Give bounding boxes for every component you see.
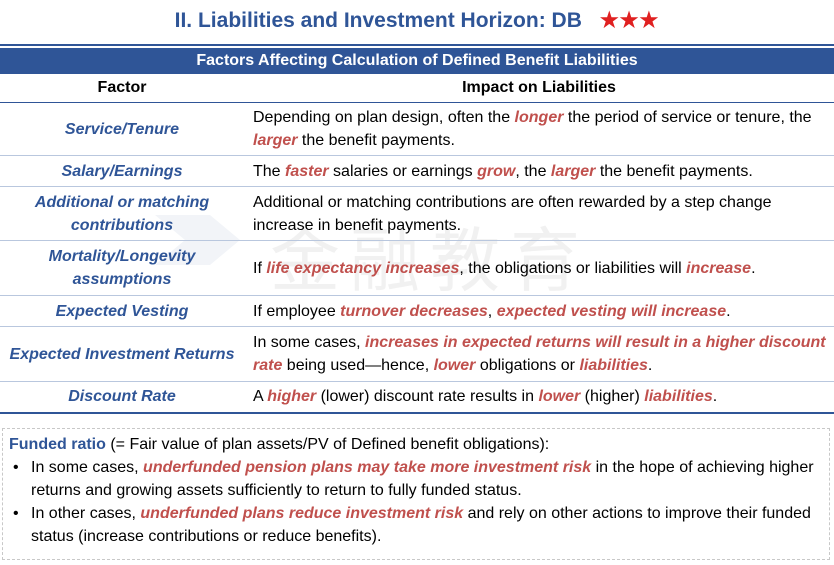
table-row: Service/Tenure Depending on plan design,… (0, 102, 834, 156)
rating-stars: ★★★ (599, 9, 660, 32)
emphasis: increases in expected returns will resul… (253, 334, 826, 374)
impact-text: . (726, 302, 731, 320)
bullet-text: and rely on other actions to improve the… (31, 505, 811, 545)
emphasis: liabilities (579, 357, 648, 374)
column-header-factor: Factor (0, 74, 244, 103)
emphasis: faster (285, 162, 329, 180)
emphasis: longer (514, 109, 564, 126)
impact-additional-contributions: Additional or matching contributions are… (244, 186, 834, 241)
factor-additional-contributions: Additional or matching contributions (0, 186, 244, 241)
title-text: II. Liabilities and Investment Horizon: … (174, 9, 582, 32)
factor-service-tenure: Service/Tenure (0, 102, 244, 156)
factor-salary-earnings: Salary/Earnings (0, 155, 244, 187)
impact-text: If (253, 259, 267, 277)
table-row: Mortality/Longevity assumptions If life … (0, 240, 834, 296)
emphasis: expected vesting will increase (496, 302, 727, 320)
impact-text: , the (515, 162, 551, 180)
emphasis: increase (686, 259, 752, 277)
bullet-text: in the hope of achieving higher returns … (31, 459, 814, 499)
impact-text: If employee (253, 302, 341, 320)
impact-text: , the obligations or liabilities will (459, 259, 687, 277)
impact-text: The (253, 162, 286, 180)
bullet-text: In some cases, (31, 459, 144, 476)
list-item: In other cases, underfunded plans reduce… (9, 502, 823, 548)
emphasis: life expectancy increases (266, 259, 460, 277)
impact-text: the benefit payments. (297, 132, 455, 149)
impact-text: obligations or (475, 357, 580, 374)
emphasis: underfunded pension plans may take more … (143, 459, 592, 476)
emphasis: grow (477, 162, 516, 180)
impact-text: the benefit payments. (595, 162, 753, 180)
impact-discount-rate: A higher (lower) discount rate results i… (244, 381, 834, 414)
page-title: II. Liabilities and Investment Horizon: … (0, 8, 834, 33)
emphasis: larger (550, 162, 596, 180)
factor-expected-returns: Expected Investment Returns (0, 326, 244, 382)
note-lead-rest: (= Fair value of plan assets/PV of Defin… (105, 436, 550, 453)
emphasis: larger (253, 132, 298, 149)
impact-text: A (253, 388, 268, 406)
impact-text: . (712, 388, 718, 406)
impact-expected-returns: In some cases, increases in expected ret… (244, 326, 834, 382)
factor-discount-rate: Discount Rate (0, 381, 244, 414)
table-row: Expected Vesting If employee turnover de… (0, 295, 834, 327)
impact-text: , (487, 302, 497, 320)
impact-text: Depending on plan design, often the (253, 109, 515, 126)
impact-salary-earnings: The faster salaries or earnings grow, th… (244, 155, 834, 187)
table-row: Additional or matching contributions Add… (0, 186, 834, 241)
bullet-text: In other cases, (31, 505, 141, 522)
note-lead: Funded ratio (9, 436, 106, 453)
note-bullets: In some cases, underfunded pension plans… (9, 456, 823, 548)
funded-ratio-note: Funded ratio (= Fair value of plan asset… (2, 428, 830, 560)
impact-mortality-longevity: If life expectancy increases, the obliga… (244, 240, 834, 296)
emphasis: lower (538, 388, 581, 406)
note-lead-line: Funded ratio (= Fair value of plan asset… (9, 433, 823, 456)
impact-expected-vesting: If employee turnover decreases, expected… (244, 295, 834, 327)
impact-text: (higher) (580, 388, 645, 406)
impact-text: the period of service or tenure, the (563, 109, 812, 126)
factor-expected-vesting: Expected Vesting (0, 295, 244, 327)
table-row: Discount Rate A higher (lower) discount … (0, 381, 834, 414)
table-band-title: Factors Affecting Calculation of Defined… (0, 48, 834, 74)
emphasis: underfunded plans reduce investment risk (140, 505, 464, 522)
column-header-impact: Impact on Liabilities (244, 74, 834, 103)
impact-text: being used—hence, (282, 357, 434, 374)
emphasis: higher (267, 388, 317, 406)
emphasis: turnover decreases (340, 302, 488, 320)
impact-text: . (751, 259, 756, 277)
impact-text: salaries or earnings (328, 162, 478, 180)
emphasis: lower (433, 357, 476, 374)
emphasis: liabilities (644, 388, 713, 406)
impact-service-tenure: Depending on plan design, often the long… (244, 102, 834, 156)
list-item: In some cases, underfunded pension plans… (9, 456, 823, 502)
factor-mortality-longevity: Mortality/Longevity assumptions (0, 240, 244, 296)
impact-text: In some cases, (253, 334, 366, 351)
title-divider (0, 44, 834, 46)
factors-table: Factors Affecting Calculation of Defined… (0, 48, 834, 414)
impact-text: (lower) discount rate results in (316, 388, 539, 406)
table-row: Expected Investment Returns In some case… (0, 326, 834, 382)
impact-text: Additional or matching contributions are… (253, 193, 772, 234)
table-row: Salary/Earnings The faster salaries or e… (0, 155, 834, 187)
impact-text: . (647, 357, 653, 374)
